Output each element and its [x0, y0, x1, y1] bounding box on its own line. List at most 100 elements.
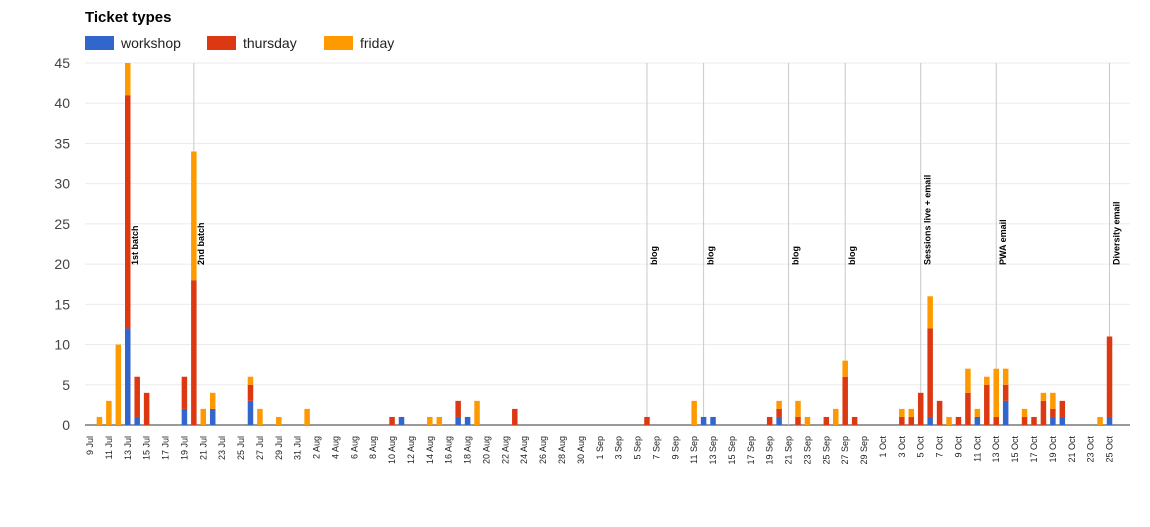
x-tick-label: 9 Oct: [953, 436, 963, 458]
bar-segment-thursday: [247, 384, 254, 401]
x-tick-label: 3 Sep: [614, 436, 624, 460]
bar-segment-thursday: [191, 280, 197, 425]
legend-label-friday: friday: [360, 35, 395, 51]
chart-title: Ticket types: [85, 9, 172, 26]
bar-segment-friday: [247, 376, 254, 385]
bar-segment-workshop: [1050, 416, 1056, 425]
x-tick-label: 7 Oct: [935, 436, 945, 458]
bar-segment-friday: [691, 400, 697, 425]
bar-segment-thursday: [766, 416, 773, 425]
bar-segment-thursday: [955, 416, 962, 425]
bar-segment-friday: [209, 392, 216, 409]
x-tick-label: 25 Sep: [821, 436, 831, 465]
bar-segment-friday: [974, 408, 981, 417]
bar-segment-thursday: [1106, 336, 1113, 417]
x-tick-label: 21 Sep: [784, 436, 794, 465]
bar-segment-workshop: [776, 416, 782, 425]
bar-segment-thursday: [1021, 416, 1028, 425]
bar-segment-friday: [899, 408, 905, 417]
bar-segment-thursday: [993, 416, 999, 425]
bar-segment-friday: [427, 416, 433, 425]
x-tick-label: 6 Aug: [349, 436, 359, 459]
bar-segment-workshop: [700, 416, 707, 425]
y-tick-label: 0: [62, 417, 70, 433]
bar-segment-thursday: [1059, 400, 1066, 417]
bar-segment-workshop: [125, 328, 131, 425]
bar-segment-thursday: [1002, 384, 1009, 401]
bar-segment-thursday: [1031, 416, 1037, 425]
bar-segment-workshop: [247, 400, 254, 425]
x-tick-label: 9 Jul: [85, 436, 95, 455]
bar-segment-friday: [795, 400, 801, 417]
bar-segment-friday: [965, 368, 971, 393]
bar-segment-thursday: [455, 400, 461, 417]
x-tick-label: 5 Sep: [633, 436, 643, 460]
bar-segment-thursday: [984, 384, 990, 425]
bar-segment-friday: [776, 400, 782, 409]
x-tick-label: 13 Jul: [123, 436, 133, 460]
x-tick-label: 13 Sep: [708, 436, 718, 465]
x-tick-label: 23 Sep: [802, 436, 812, 465]
bar-segment-workshop: [1059, 416, 1066, 425]
x-tick-label: 15 Sep: [727, 436, 737, 465]
bar-segment-friday: [125, 63, 131, 96]
y-tick-label: 45: [54, 55, 70, 71]
annotation-label: 1st batch: [130, 225, 140, 265]
legend-swatch-thursday: [207, 36, 236, 50]
y-tick-label: 10: [54, 337, 70, 353]
x-tick-label: 7 Sep: [651, 436, 661, 460]
bar-segment-friday: [276, 416, 282, 425]
bar-segment-thursday: [125, 95, 131, 329]
x-tick-label: 5 Oct: [916, 436, 926, 458]
bar-segment-friday: [1021, 408, 1028, 417]
y-tick-label: 5: [62, 377, 70, 393]
bar-segment-thursday: [908, 416, 915, 425]
x-tick-label: 28 Aug: [557, 436, 567, 464]
bar-segment-workshop: [181, 408, 188, 425]
x-tick-label: 2 Aug: [312, 436, 322, 459]
x-tick-label: 19 Oct: [1048, 436, 1058, 463]
legend-label-workshop: workshop: [121, 35, 181, 51]
x-tick-label: 21 Oct: [1067, 436, 1077, 463]
x-tick-label: 10 Aug: [387, 436, 397, 464]
x-tick-label: 15 Oct: [1010, 436, 1020, 463]
bar-segment-workshop: [398, 416, 405, 425]
bar-segment-friday: [927, 296, 933, 329]
x-tick-label: 17 Sep: [746, 436, 756, 465]
x-tick-label: 11 Sep: [689, 436, 699, 464]
bar-segment-friday: [191, 151, 197, 281]
bar-segment-friday: [257, 408, 263, 425]
bar-segment-workshop: [927, 416, 933, 425]
bar-segment-thursday: [795, 416, 801, 425]
x-tick-label: 13 Oct: [991, 436, 1001, 463]
x-tick-label: 26 Aug: [538, 436, 548, 464]
x-tick-label: 21 Jul: [198, 436, 208, 460]
bar-segment-friday: [200, 408, 207, 425]
bar-segment-workshop: [710, 416, 716, 425]
y-tick-label: 35: [54, 135, 70, 151]
x-tick-label: 25 Oct: [1105, 436, 1115, 463]
x-tick-label: 19 Sep: [765, 436, 775, 465]
bar-segment-friday: [804, 416, 811, 425]
bar-segment-friday: [908, 408, 915, 417]
bar-segment-thursday: [134, 376, 140, 417]
annotation-label: blog: [847, 246, 857, 265]
annotation-label: 2nd batch: [196, 222, 206, 265]
bar-segment-thursday: [1040, 400, 1047, 425]
annotation-label: Diversity email: [1112, 201, 1122, 265]
bar-segment-thursday: [143, 392, 150, 425]
bar-segment-friday: [106, 400, 112, 425]
y-tick-label: 20: [54, 256, 70, 272]
x-tick-label: 20 Aug: [481, 436, 491, 464]
bar-segment-thursday: [927, 328, 933, 417]
bar-segment-friday: [115, 344, 122, 425]
bar-segment-thursday: [776, 408, 782, 417]
x-tick-label: 23 Jul: [217, 436, 227, 460]
bar-segment-friday: [1097, 416, 1103, 425]
x-tick-label: 30 Aug: [576, 436, 586, 464]
bar-segment-friday: [96, 416, 103, 425]
x-tick-label: 17 Oct: [1029, 436, 1039, 463]
x-tick-label: 25 Jul: [236, 436, 246, 460]
x-tick-label: 14 Aug: [425, 436, 435, 464]
